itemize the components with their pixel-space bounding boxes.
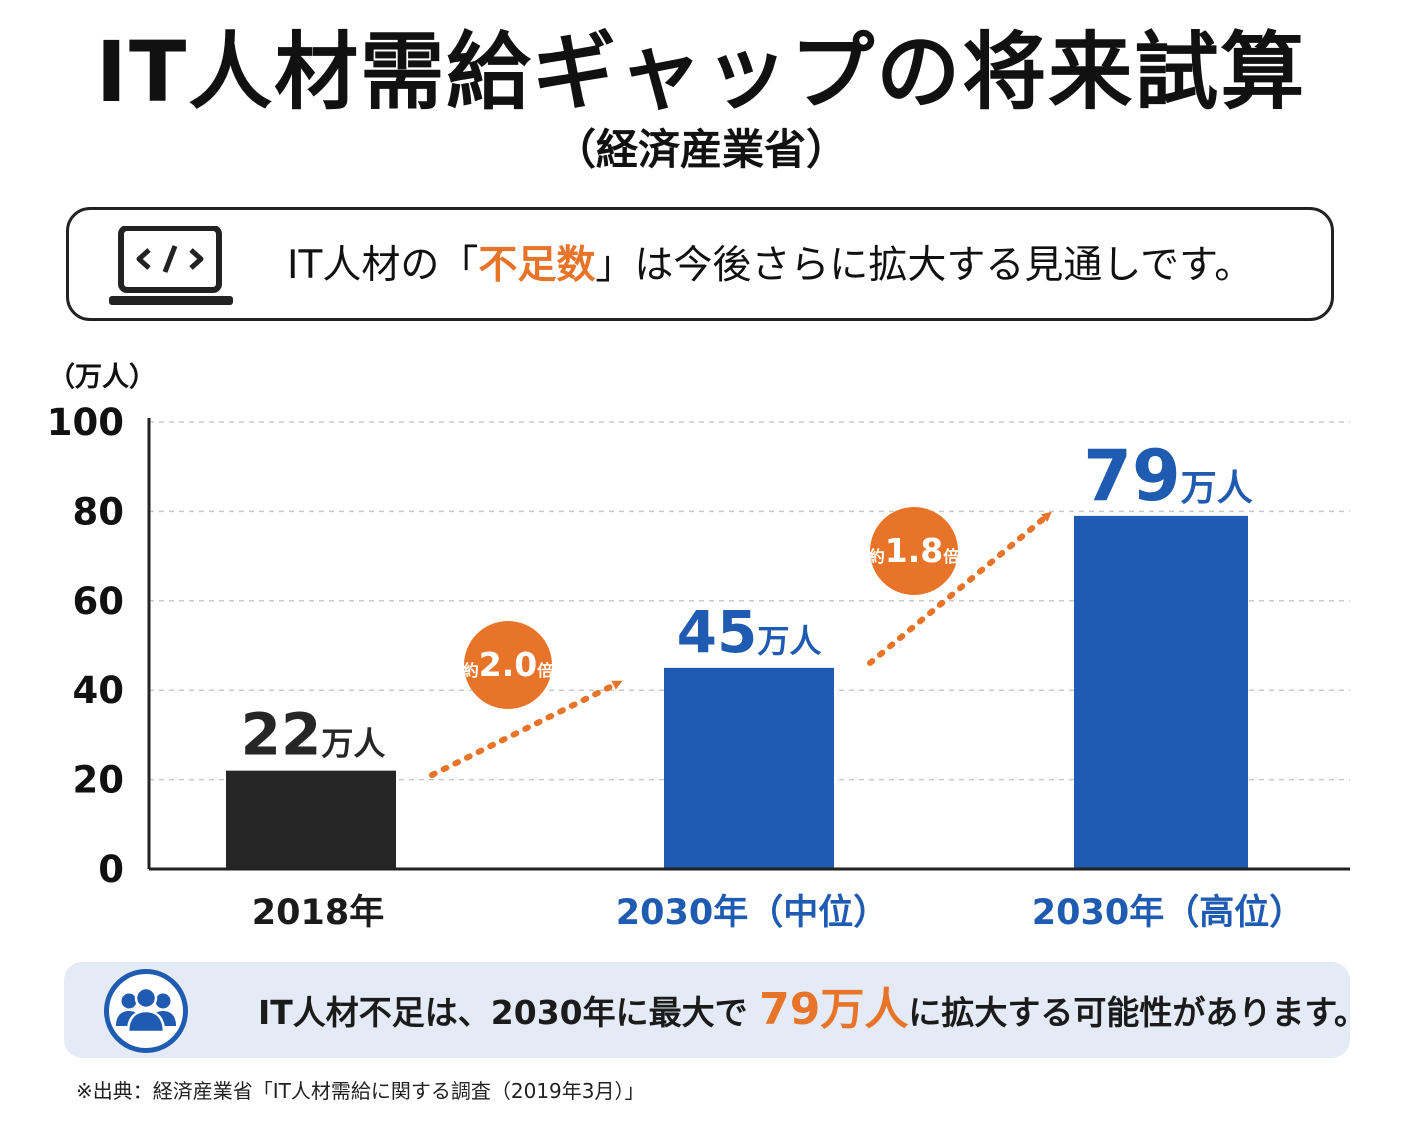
laptop-code-icon	[109, 226, 233, 305]
summary-note: IT人材不足は、2030年に最大で 79万人に拡大する可能性があります。	[64, 962, 1367, 1058]
message-box: IT人材の「不足数」は今後さらに拡大する見通しです。	[66, 207, 1334, 321]
y-tick-label: 20	[73, 759, 125, 802]
note-prefix: IT人材不足は、2030年に最大で	[258, 993, 760, 1032]
note-text: IT人材不足は、2030年に最大で 79万人に拡大する可能性があります。	[258, 982, 1367, 1041]
page-title: IT人材需給ギャップの将来試算	[95, 23, 1307, 121]
source-citation: ※出典：経済産業省「IT人材需給に関する調査（2019年3月）」	[76, 1079, 645, 1103]
y-tick-label: 100	[47, 401, 124, 444]
y-tick-label: 40	[73, 669, 125, 712]
y-tick-label: 80	[73, 490, 125, 533]
x-category-label: 2018年	[252, 893, 384, 933]
message-highlight: 不足数	[478, 243, 596, 288]
growth-badge-label: 約1.8倍	[869, 531, 960, 570]
bar-value-label: 22万人	[241, 701, 386, 769]
y-axis-unit-label: （万人）	[48, 362, 156, 393]
note-highlight: 79万人	[759, 984, 909, 1035]
message-prefix: IT人材の「	[287, 243, 479, 288]
growth-badge	[870, 507, 958, 595]
bar	[226, 770, 396, 869]
growth-arrow	[429, 680, 623, 778]
x-category-label: 2030年（高位）	[1032, 893, 1304, 933]
y-tick-label: 60	[73, 580, 125, 623]
bar-chart: （万人） 0 20 40 60 80 100 22万人 2018年 45万人 2030年（中位） 7…	[47, 362, 1350, 933]
bar-value-label: 79万人	[1083, 435, 1252, 517]
message-suffix: 」は今後さらに拡大する見通しです。	[595, 243, 1254, 288]
bar	[1074, 515, 1248, 869]
growth-arrow	[867, 511, 1052, 666]
growth-badge-label: 約2.0倍	[463, 645, 554, 684]
people-group-icon	[104, 969, 188, 1053]
note-suffix: に拡大する可能性があります。	[908, 993, 1368, 1032]
bar	[664, 667, 834, 869]
bar-value-label: 45万人	[677, 598, 822, 666]
page-subtitle: （経済産業省）	[553, 125, 848, 174]
x-category-label: 2030年（中位）	[616, 893, 888, 933]
message-text: IT人材の「不足数」は今後さらに拡大する見通しです。	[287, 238, 1253, 294]
y-tick-label: 0	[98, 848, 124, 891]
growth-badge	[464, 621, 552, 709]
